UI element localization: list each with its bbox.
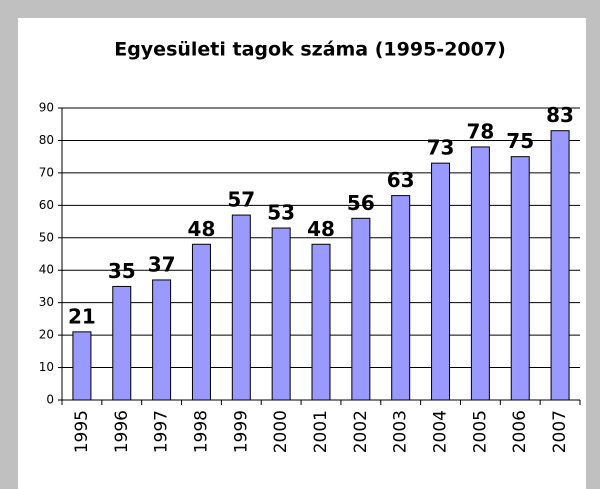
bar (550, 130, 570, 401)
bar (271, 227, 291, 401)
x-tick-label: 2001 (311, 410, 331, 453)
bar (152, 279, 172, 401)
chart-title: Egyesületi tagok száma (1995-2007) (114, 39, 506, 61)
value-label: 56 (347, 191, 375, 215)
bar (470, 146, 490, 401)
x-tick-label: 2000 (271, 410, 291, 453)
value-label: 35 (108, 259, 136, 283)
value-label: 73 (427, 136, 455, 160)
x-tick-label: 1996 (112, 410, 132, 453)
y-tick-label: 70 (39, 165, 54, 179)
value-label: 75 (506, 129, 534, 153)
x-tick-label: 2002 (351, 410, 371, 453)
y-tick-label: 30 (39, 295, 54, 309)
x-tick-label: 2007 (550, 410, 570, 453)
value-label: 37 (148, 252, 176, 276)
y-tick-label: 80 (39, 133, 54, 147)
y-tick-label: 60 (39, 198, 54, 212)
value-label: 83 (546, 103, 574, 127)
bar (510, 156, 530, 401)
y-tick-label: 10 (39, 360, 54, 374)
y-tick-label: 0 (46, 393, 54, 407)
x-tick-label: 2005 (470, 410, 490, 453)
bar (351, 217, 371, 401)
x-tick-label: 1997 (152, 410, 172, 453)
y-tick-label: 50 (39, 230, 54, 244)
bar (391, 195, 411, 401)
x-tick-label: 1995 (72, 410, 92, 453)
chart-area (18, 18, 586, 489)
value-label: 57 (227, 188, 255, 212)
value-label: 48 (307, 217, 335, 241)
bar (431, 162, 451, 401)
y-tick-label: 90 (39, 101, 54, 115)
value-label: 53 (267, 201, 295, 225)
x-tick-label: 2006 (510, 410, 530, 453)
x-tick-label: 2003 (391, 410, 411, 453)
x-tick-label: 2004 (431, 410, 451, 453)
bar (231, 214, 251, 401)
y-tick-label: 20 (39, 328, 54, 342)
value-label: 48 (188, 217, 216, 241)
value-label: 21 (68, 304, 96, 328)
bar (112, 285, 132, 401)
bar (191, 243, 211, 401)
bar (72, 331, 92, 401)
x-tick-label: 1998 (191, 410, 211, 453)
value-label: 63 (387, 168, 415, 192)
bar (311, 243, 331, 401)
value-label: 78 (466, 119, 494, 143)
y-tick-label: 40 (39, 263, 54, 277)
x-tick-label: 1999 (231, 410, 251, 453)
